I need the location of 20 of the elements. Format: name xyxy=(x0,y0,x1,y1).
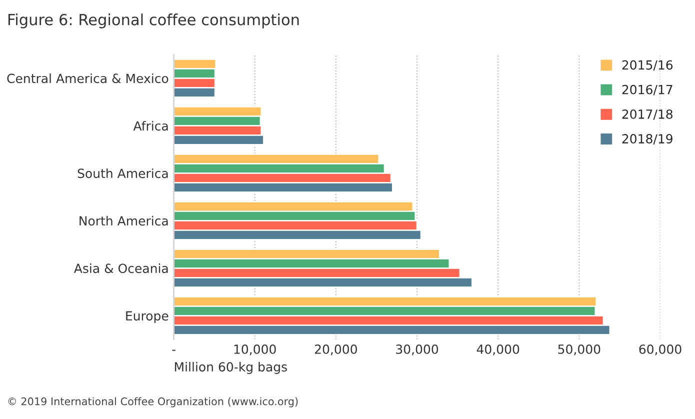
x-axis-title: Million 60-kg bags xyxy=(174,362,287,374)
y-tick-label: Central America & Mexico xyxy=(7,73,168,84)
legend-label: 2015/16 xyxy=(622,60,673,71)
chart-title: Figure 6: Regional coffee consumption xyxy=(8,14,299,28)
x-tick-label: 50,000 xyxy=(558,344,600,356)
x-tick-label: 40,000 xyxy=(476,344,520,356)
x-tick-label: - xyxy=(172,350,176,351)
x-tick-label: 60,000 xyxy=(639,344,682,356)
y-tick-label: Africa xyxy=(133,120,168,131)
legend-label: 2018/19 xyxy=(622,134,672,144)
x-tick-label: 30,000 xyxy=(396,344,438,356)
y-tick-label: South America xyxy=(78,168,168,178)
y-tick-label: Asia & Oceania xyxy=(74,263,168,274)
y-tick-label: Europe xyxy=(126,311,168,323)
legend-label: 2017/18 xyxy=(622,109,672,120)
x-tick-label: 20,000 xyxy=(314,344,357,356)
y-tick-label: North America xyxy=(80,216,168,226)
legend-label: 2016/17 xyxy=(622,84,672,96)
x-tick-label: 10,000 xyxy=(234,344,276,356)
text: © 2019 International Coffee Organization (www.ico.org) xyxy=(8,397,298,408)
